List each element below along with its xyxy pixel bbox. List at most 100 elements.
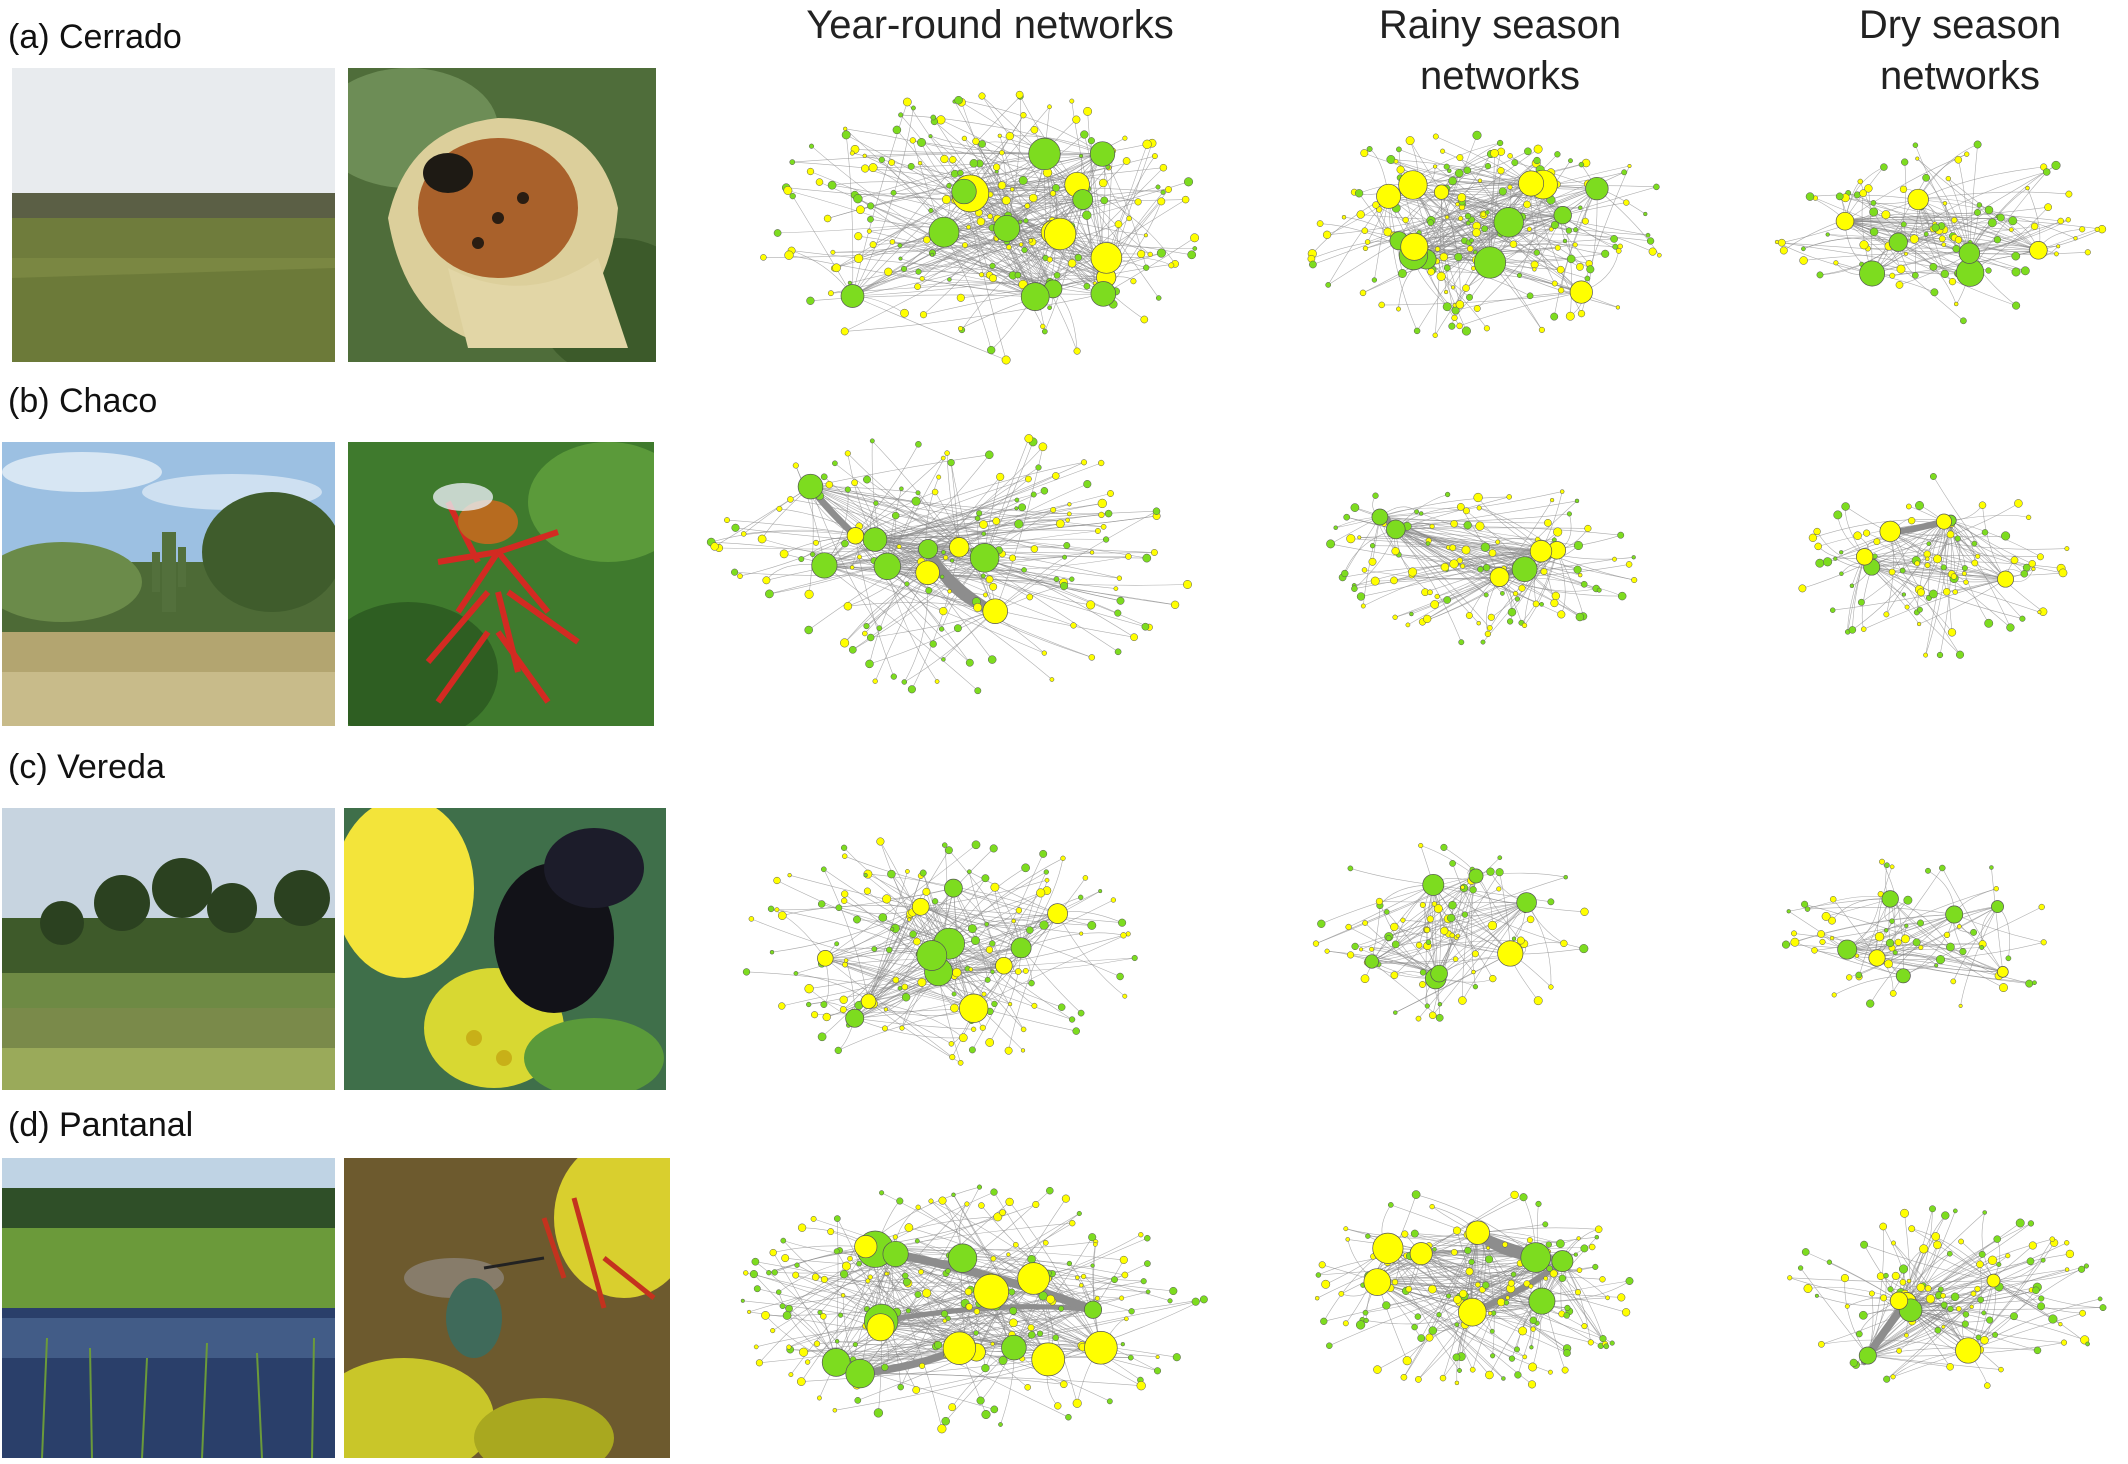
animal-node [1061, 1194, 1070, 1203]
plant-node [929, 640, 937, 648]
plant-node [965, 658, 974, 667]
animal-node [1497, 167, 1505, 175]
animal-node [1946, 530, 1955, 539]
plant-node [985, 450, 994, 460]
plant-node [987, 655, 997, 664]
network-link [763, 233, 1061, 258]
plant-node [981, 531, 987, 537]
plant-node [1562, 238, 1568, 244]
network-link [874, 494, 1034, 540]
plant-node [1419, 969, 1427, 976]
animal-node [1550, 599, 1559, 608]
network-link [832, 228, 1007, 253]
animal-node [2036, 553, 2044, 561]
network-link [1902, 570, 2006, 583]
plant-hub-node [951, 178, 977, 205]
network-graph [1326, 489, 1638, 646]
plant-node [1371, 277, 1378, 283]
plant-node [2020, 266, 2030, 276]
animal-node [1853, 531, 1862, 540]
plant-node [1114, 609, 1122, 617]
animal-node [1971, 559, 1979, 567]
network-link [1379, 516, 1635, 581]
plant-node [1566, 511, 1572, 517]
animal-node [1900, 1208, 1909, 1218]
plant-node [976, 1184, 983, 1190]
network-nodes [1326, 489, 1638, 646]
animal-node [1561, 1366, 1569, 1374]
animal-node [1925, 556, 1930, 562]
animal-node [1396, 306, 1401, 312]
plant-node [866, 633, 875, 642]
plant-node [1848, 626, 1857, 634]
animal-node [781, 1254, 790, 1263]
plant-node [1946, 1250, 1953, 1257]
network-link [1377, 1281, 1513, 1359]
animal-node [1963, 579, 1969, 585]
animal-node [1908, 1225, 1916, 1233]
network-link [1910, 1261, 2031, 1311]
plant-node [915, 441, 922, 448]
plant-node [1601, 249, 1610, 258]
plant-node [1155, 184, 1161, 190]
animal-node [1024, 203, 1031, 209]
plant-node [1192, 246, 1198, 251]
animal-node [1532, 267, 1537, 272]
network-link [976, 1198, 1067, 1353]
plant-node [1857, 598, 1865, 606]
animal-node [1581, 1323, 1588, 1330]
animal-node [757, 534, 767, 544]
plant-node [1805, 192, 1815, 201]
animal-node [867, 1274, 873, 1280]
animal-node [1454, 1380, 1460, 1386]
network-link [791, 250, 1107, 278]
animal-node [949, 1054, 956, 1061]
plant-node [900, 265, 908, 272]
plant-node [907, 162, 915, 170]
animal-node [1150, 549, 1158, 556]
animal-node [1181, 195, 1190, 204]
network-link [1910, 1309, 2065, 1343]
plant-hub-node [944, 878, 963, 898]
plant-hub-node [1837, 939, 1858, 960]
animal-node [1817, 930, 1825, 938]
plant-node [1917, 919, 1924, 927]
animal-hub-node [1047, 903, 1068, 924]
plant-node [1385, 935, 1392, 941]
animal-node [761, 1311, 770, 1320]
plant-node [1063, 542, 1071, 549]
network-link [854, 890, 1101, 1019]
plant-node [1104, 509, 1113, 518]
animal-node [1119, 1255, 1128, 1264]
plant-node [1035, 464, 1042, 471]
plant-node [810, 551, 816, 558]
plant-node [1169, 1286, 1178, 1296]
animal-node [1623, 199, 1630, 206]
animal-node [1450, 285, 1456, 290]
network-cerrado-rainy [1290, 110, 1690, 350]
animal-node [1018, 242, 1024, 247]
plant-node [779, 1303, 786, 1310]
animal-node [1483, 325, 1490, 332]
plant-node [1976, 202, 1983, 208]
network-link [1377, 1269, 1580, 1283]
animal-node [931, 488, 939, 496]
plant-node [1058, 1305, 1065, 1312]
plant-node [1961, 1320, 1969, 1328]
plant-node [1448, 900, 1457, 910]
animal-hub-node [1835, 211, 1855, 231]
plant-node [1514, 596, 1521, 602]
plant-node [1923, 231, 1929, 237]
network-links [1789, 1208, 2104, 1386]
animal-node [1456, 322, 1463, 330]
animal-node [1522, 1354, 1528, 1360]
animal-node [1916, 621, 1922, 627]
animal-hub-node [959, 993, 989, 1023]
animal-node [2073, 236, 2078, 241]
network-link [1847, 949, 2030, 984]
plant-node [1542, 1221, 1549, 1228]
network-link [1354, 576, 1500, 586]
animal-node [947, 589, 952, 594]
animal-node [1455, 201, 1460, 207]
plant-node [869, 438, 875, 444]
